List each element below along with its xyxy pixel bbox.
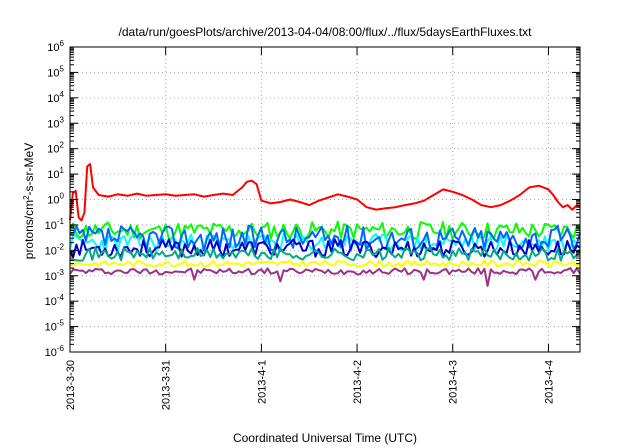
y-axis: 10-6 10-5 10-4 10-3 10-2 10-1 100 101 102 103 104 1…	[45, 39, 580, 359]
y-tick-label: 105	[47, 64, 64, 79]
x-axis: 2013-3-30 2013-3-31 2013-4-1 2013-4-2 2013-4…	[65, 47, 555, 410]
y-tick-label: 10-2	[45, 242, 65, 257]
y-tick-label: 10-6	[45, 344, 65, 359]
y-tick-label: 106	[47, 39, 64, 54]
series-group	[69, 163, 581, 287]
x-tick-label: 2013-4-4	[543, 360, 555, 404]
x-axis-label: Coordinated Universal Time (UTC)	[233, 431, 417, 445]
y-tick-label: 10-1	[45, 217, 65, 232]
series-line	[69, 259, 581, 268]
series-line	[69, 224, 581, 252]
x-tick-label: 2013-4-3	[448, 360, 460, 404]
x-tick-label: 2013-4-1	[256, 360, 268, 404]
y-tick-label: 104	[47, 90, 64, 105]
y-tick-label: 100	[47, 192, 64, 207]
x-tick-label: 2013-4-2	[352, 360, 364, 404]
y-tick-label: 10-4	[45, 293, 65, 308]
series-line	[69, 220, 581, 241]
chart-title: /data/run/goesPlots/archive/2013-04-04/0…	[119, 25, 533, 39]
y-tick-label: 101	[47, 166, 64, 181]
y-tick-label: 10-5	[45, 319, 65, 334]
y-tick-label: 103	[47, 115, 64, 130]
y-tick-label: 102	[47, 141, 64, 156]
series-line	[69, 267, 581, 287]
series-line	[69, 163, 581, 222]
y-tick-label: 10-3	[45, 268, 65, 283]
x-tick-label: 2013-3-31	[161, 360, 173, 410]
y-axis-label: protons/cm2-s-sr-MeV	[22, 143, 37, 259]
series-line	[69, 247, 581, 262]
x-tick-label: 2013-3-30	[65, 360, 77, 410]
